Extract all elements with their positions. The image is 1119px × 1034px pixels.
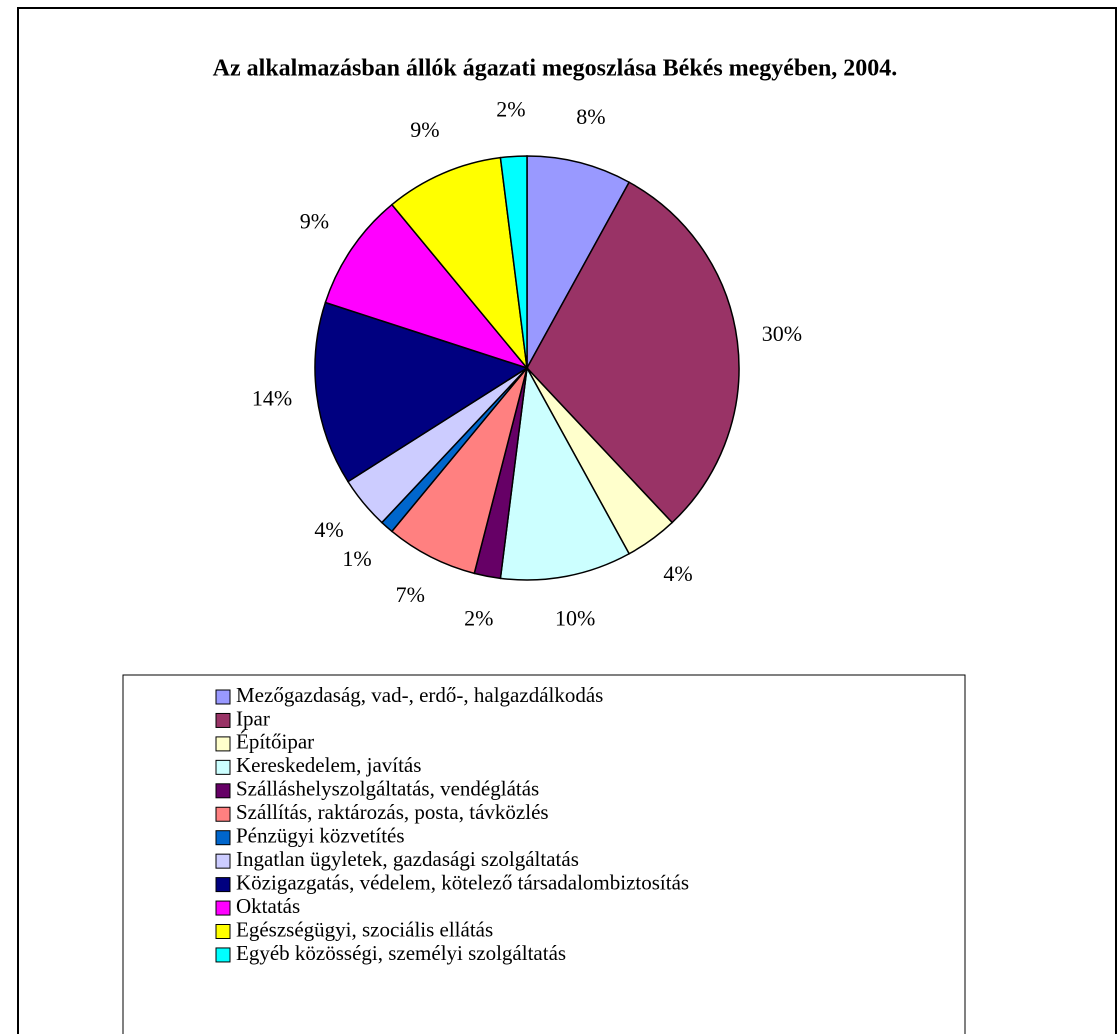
data-label: 10% [555,605,595,630]
legend-label: Szálláshelyszolgáltatás, vendéglátás [236,777,539,801]
data-label: 2% [464,605,493,630]
data-label: 4% [663,561,692,586]
legend-label: Egyéb közösségi, személyi szolgáltatás [236,941,566,965]
legend-swatch [215,736,231,752]
pie-slice [526,181,740,524]
legend-label: Kereskedelem, javítás [236,753,421,777]
pie-slice [526,155,631,369]
data-label: 1% [342,546,371,571]
data-label: 14% [252,385,292,410]
data-label: 30% [762,321,802,346]
legend-label: Mezőgazdaság, vad-, erdő-, halgazdálkodá… [236,683,603,707]
pie-slice [499,155,528,369]
legend-label: Ingatlan ügyletek, gazdasági szolgáltatá… [236,847,579,871]
pie-slice [324,203,530,370]
legend-swatch [215,900,231,916]
legend-swatch [215,689,231,705]
legend-swatch [215,830,231,846]
pie-slice [390,156,529,371]
chart-border [17,7,1117,1034]
legend-box [122,674,966,1034]
legend-swatch [215,759,231,775]
data-label: 8% [576,104,605,129]
legend-swatch [215,947,231,963]
data-label: 2% [496,97,525,122]
legend-swatch [215,924,231,939]
legend-label: Oktatás [236,894,300,918]
legend-label: Egészségügyi, szociális ellátás [236,917,493,941]
data-label: 9% [410,117,439,142]
legend-label: Pénzügyi közvetítés [236,824,405,848]
data-label: 7% [396,582,425,607]
legend-label: Szállítás, raktározás, posta, távközlés [236,800,549,824]
legend-swatch [215,712,231,728]
legend-swatch [215,806,231,822]
legend-swatch [215,877,231,893]
legend-swatch [215,783,231,799]
pie-slice [314,301,529,483]
data-label: 4% [314,517,343,542]
legend-label: Építőipar [236,730,314,754]
chart-title: Az alkalmazásban állók ágazati megoszlás… [213,56,898,82]
legend-swatch [215,853,231,869]
pie-slice [499,365,631,581]
legend-label: Közigazgatás, védelem, kötelező társadal… [236,870,689,894]
data-label: 9% [300,209,329,234]
legend-label: Ipar [236,706,270,730]
